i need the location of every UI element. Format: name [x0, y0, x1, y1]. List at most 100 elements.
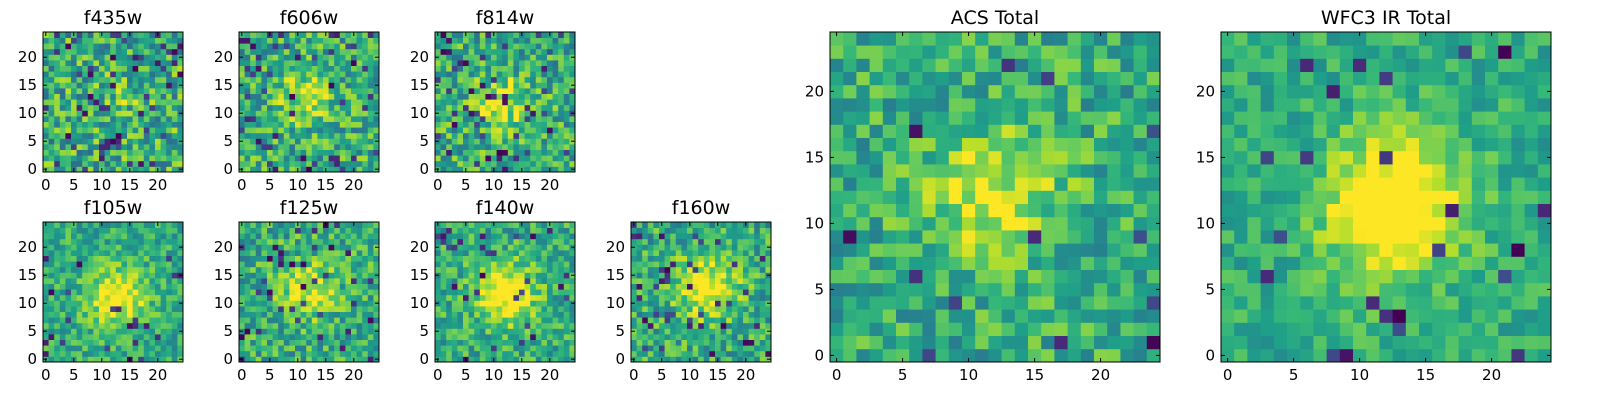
heatmap-cell [317, 289, 324, 296]
heatmap-cell [726, 334, 733, 340]
heatmap-cell [552, 339, 559, 346]
heatmap-cell [1120, 164, 1134, 178]
heatmap-cell [255, 311, 262, 318]
heatmap-cell [255, 350, 262, 357]
heatmap-cell [76, 339, 83, 346]
heatmap-cell [451, 104, 458, 111]
heatmap-cell [65, 238, 72, 245]
heatmap-cell [54, 233, 61, 240]
heatmap-cell [127, 311, 133, 318]
heatmap-cell [328, 222, 335, 228]
heatmap-cell [289, 272, 296, 279]
heatmap-cell [289, 144, 296, 150]
heatmap-cell [856, 230, 870, 244]
heatmap-cell [709, 339, 716, 346]
heatmap-cell [692, 283, 699, 290]
heatmap-cell [664, 339, 671, 346]
heatmap-cell [507, 144, 514, 150]
heatmap-cell [440, 144, 447, 150]
heatmap-cell [155, 60, 161, 66]
heatmap-cell [323, 43, 329, 50]
heatmap-cell [440, 317, 447, 324]
heatmap-cell [171, 255, 178, 262]
heatmap-cell [311, 37, 318, 44]
heatmap-cell [300, 283, 307, 290]
heatmap-cell [244, 283, 251, 290]
heatmap-cell [272, 160, 279, 167]
heatmap-cell [278, 88, 285, 94]
heatmap-cell [65, 149, 72, 156]
heatmap-cell [530, 266, 537, 273]
heatmap-cell [43, 289, 49, 296]
heatmap-cell [132, 339, 139, 346]
heatmap-cell [267, 328, 273, 335]
heatmap-cell [373, 222, 380, 228]
heatmap-cell [261, 317, 268, 324]
heatmap-cell [642, 328, 649, 335]
heatmap-cell [59, 283, 66, 290]
heatmap-cell [519, 155, 525, 162]
heatmap-cell [709, 233, 716, 240]
heatmap-cell [295, 132, 301, 139]
heatmap-cell [317, 339, 324, 346]
heatmap-cell [65, 166, 72, 173]
heatmap-cell [507, 300, 514, 307]
heatmap-cell [485, 60, 492, 66]
heatmap-cell [440, 32, 447, 38]
heatmap-cell [261, 110, 268, 117]
heatmap-cell [143, 82, 150, 89]
heatmap-cell [474, 238, 481, 245]
heatmap-cell [524, 160, 531, 167]
heatmap-cell [121, 71, 128, 78]
heatmap-cell [653, 328, 660, 335]
heatmap-cell [138, 132, 145, 139]
heatmap-cell [239, 311, 245, 318]
heatmap-cell [356, 149, 363, 156]
heatmap-cell [748, 255, 755, 262]
heatmap-cell [507, 283, 514, 290]
heatmap-cell [306, 334, 313, 340]
heatmap-cell [283, 149, 290, 156]
heatmap-cell [250, 238, 257, 245]
heatmap-cell [239, 104, 245, 111]
heatmap-cell [244, 345, 251, 352]
heatmap-cell [765, 289, 772, 296]
heatmap-cell [54, 289, 61, 296]
heatmap-cell [82, 222, 89, 228]
heatmap-cell [367, 37, 374, 44]
x-tick-label: 0 [41, 176, 51, 194]
heatmap-cell [759, 266, 766, 273]
heatmap-cell [65, 144, 72, 150]
heatmap-cell [524, 306, 531, 312]
heatmap-cell [513, 93, 520, 100]
heatmap-cell [692, 345, 699, 352]
heatmap-cell [463, 149, 469, 156]
heatmap-cell [244, 306, 251, 312]
heatmap-cell [177, 311, 184, 318]
heatmap-cell [547, 289, 553, 296]
heatmap-cell [1133, 190, 1148, 204]
heatmap-cell [261, 283, 268, 290]
heatmap-cell [255, 356, 262, 363]
heatmap-cell [681, 311, 688, 318]
heatmap-cell [754, 334, 761, 340]
heatmap-cell [737, 227, 744, 234]
heatmap-cell [289, 294, 296, 301]
heatmap-cell [664, 261, 671, 268]
heatmap-cell [239, 278, 245, 284]
heatmap-cell [177, 334, 184, 340]
heatmap-cell [132, 104, 139, 111]
heatmap-cell [681, 244, 688, 251]
heatmap-cell [278, 37, 285, 44]
heatmap-cell [328, 255, 335, 262]
heatmap-cell [278, 166, 285, 173]
heatmap-cell [451, 82, 458, 89]
heatmap-cell [311, 166, 318, 173]
heatmap-cell [115, 244, 122, 251]
heatmap-cell [681, 356, 688, 363]
heatmap-cell [317, 110, 324, 117]
heatmap-cell [692, 261, 699, 268]
heatmap-cell [272, 65, 279, 72]
heatmap-cell [356, 121, 363, 128]
heatmap-cell [132, 334, 139, 340]
